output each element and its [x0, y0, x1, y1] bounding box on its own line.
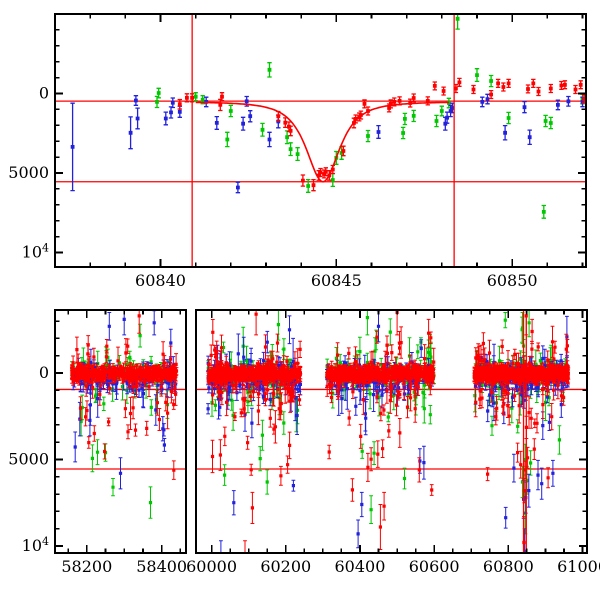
x-axis-tick-label: 60800: [483, 557, 534, 576]
error-bars: [206, 310, 303, 553]
model-fit-curve: [195, 101, 449, 183]
error-bars: [473, 315, 570, 553]
data-points: [206, 312, 302, 510]
top-panel-plot-area: [55, 14, 586, 267]
y-axis-tick-label: 5000: [8, 449, 49, 468]
y-axis-tick-label: 0: [39, 363, 49, 382]
error-bars: [325, 310, 436, 550]
bottom-panel-left-segment-plot-area: [55, 310, 186, 519]
y-axis-tick-label: 5000: [8, 163, 49, 182]
x-axis-tick-label: 58200: [61, 557, 112, 576]
y-axis-tick-label: 104: [22, 535, 49, 555]
x-axis-tick-label: 60840: [135, 271, 186, 290]
error-bars: [472, 310, 571, 553]
x-axis-tick-label: 58400: [136, 557, 187, 576]
x-axis-tick-label: 60850: [487, 271, 538, 290]
error-bars: [154, 14, 585, 219]
bottom-panel-right-segment: 60000 60200 60400 60600 60800 61000: [186, 309, 600, 576]
x-axis-tick-label: 60200: [260, 557, 311, 576]
y-axis-tick-label: 104: [22, 241, 49, 261]
x-axis-tick-label: 60000: [186, 557, 237, 576]
y-axis-tick-label: 0: [39, 83, 49, 102]
data-points: [472, 314, 570, 545]
plot-frame: [195, 309, 588, 554]
x-axis-tick-label: 61000: [557, 557, 600, 576]
error-bars: [177, 77, 586, 192]
data-points: [206, 328, 302, 505]
x-axis-tick-label: 60600: [409, 557, 460, 576]
bottom-panel-right-segment-plot-area: [196, 310, 587, 553]
x-axis-tick-label: 60845: [311, 271, 362, 290]
plot-frame: [54, 309, 187, 554]
x-axis-tick-label: 60400: [335, 557, 386, 576]
data-points: [325, 310, 436, 529]
data-points: [177, 80, 586, 188]
bottom-panel-left-segment: 58200 58400 0 5000 104: [8, 309, 187, 576]
top-panel: 60840 60845 60850 0 5000 104: [8, 13, 587, 290]
